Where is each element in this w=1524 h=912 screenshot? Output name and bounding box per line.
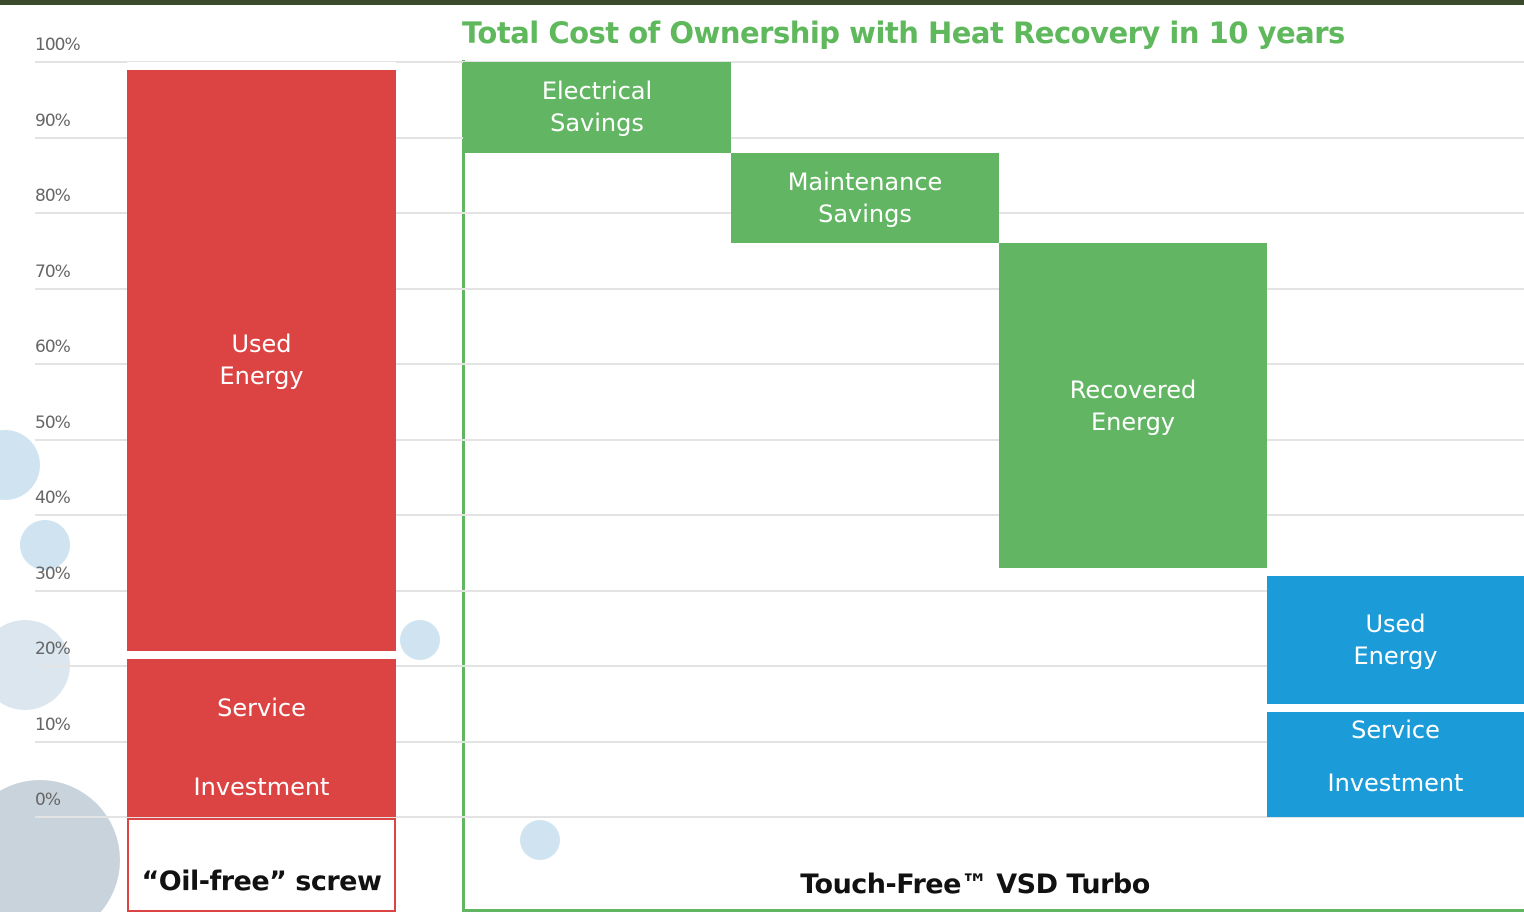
decor <box>520 820 560 860</box>
segment-label: Recovered Energy <box>1069 375 1197 436</box>
column-label: “Oil-free” screw <box>141 866 382 897</box>
bar-segment: Used Energy <box>127 62 396 651</box>
segment-label: Used Energy <box>219 330 304 391</box>
chart-title: Total Cost of Ownership with Heat Recove… <box>462 16 1345 50</box>
y-tick-label: 100% <box>35 35 81 55</box>
grid-line <box>35 740 1524 743</box>
top-band <box>0 0 1524 5</box>
y-tick-label: 70% <box>35 261 71 282</box>
label-box <box>127 818 396 912</box>
grid-line <box>35 816 1524 818</box>
segment-label: Investment <box>193 772 330 801</box>
grid-line <box>35 665 1524 667</box>
grid-line <box>35 514 1524 516</box>
grid-line <box>35 363 1524 365</box>
segment-label: Investment <box>1327 769 1464 798</box>
y-tick-label: 0% <box>35 790 61 810</box>
grid-line <box>35 61 1524 63</box>
y-tick-label: 60% <box>35 337 71 357</box>
bar-segment: Investment <box>127 756 396 817</box>
grid-line <box>35 136 1524 139</box>
bar-segment: Electrical Savings <box>463 62 731 153</box>
segment-label: Service <box>217 693 306 722</box>
y-tick-label: 10% <box>35 714 71 735</box>
bar-segment: Recovered Energy <box>999 243 1267 568</box>
column-label: Touch-Free™ VSD Turbo <box>800 869 1150 900</box>
bar-segment: Maintenance Savings <box>731 152 999 244</box>
decor <box>0 780 120 912</box>
y-tick-label: 50% <box>35 412 71 433</box>
bar-segment: Used Energy <box>1267 567 1524 704</box>
segment-label: Used Energy <box>1353 609 1438 670</box>
y-tick-label: 90% <box>35 110 71 131</box>
y-tick-label: 80% <box>35 186 71 206</box>
decor <box>20 520 70 570</box>
y-tick-label: 20% <box>35 639 71 659</box>
bar-segment: Investment <box>1267 749 1524 817</box>
y-tick-label: 30% <box>35 563 71 584</box>
y-tick-label: 40% <box>35 488 71 508</box>
segment-label: Service <box>1351 716 1440 745</box>
segment-label: Electrical Savings <box>541 77 653 138</box>
bar-segment: Service <box>127 650 396 757</box>
grid-line <box>35 589 1524 592</box>
grid-line <box>35 287 1524 290</box>
decor <box>0 430 40 500</box>
segment-label: Maintenance Savings <box>787 167 943 228</box>
bar-segment: Service <box>1267 703 1524 750</box>
column-outline <box>462 60 465 912</box>
decor <box>400 620 440 660</box>
grid-line <box>35 438 1524 441</box>
column-outline <box>462 909 1524 912</box>
